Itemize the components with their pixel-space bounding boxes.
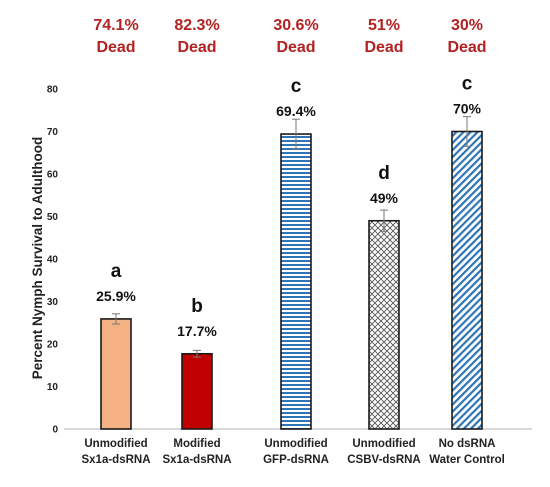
y-tick-label: 60 [47,170,59,181]
y-axis-label: Percent Nymph Survival to Adulthood [30,137,45,380]
significance-letter: b [191,296,203,317]
value-label: 49% [370,190,399,206]
dead-word-label: Dead [96,39,135,56]
dead-percent-label: 82.3% [174,17,219,34]
category-label: Unmodified [264,438,327,450]
category-label: Sx1a-dsRNA [81,454,150,466]
category-label: GFP-dsRNA [263,454,329,466]
y-tick-label: 40 [47,255,59,266]
y-axis-ticks: 0 10 20 30 40 50 60 70 80 [47,85,59,436]
category-label: Modified [173,438,220,450]
value-label: 70% [453,101,482,117]
value-label: 25.9% [96,288,136,304]
bar [100,318,132,430]
value-label: 17.7% [177,323,217,339]
category-label: Unmodified [352,438,415,450]
dead-labels: 74.1% Dead 82.3% Dead 30.6% Dead 51% Dead 30% Dea… [93,17,486,56]
y-tick-label: 50 [47,212,59,223]
dead-word-label: Dead [276,39,315,56]
bar [280,133,312,430]
category-label: Water Control [429,454,505,466]
y-tick-label: 70 [47,127,59,138]
significance-letter: d [378,163,390,184]
y-tick-label: 80 [47,85,59,96]
bar [451,130,483,430]
significance-letter: c [462,74,473,95]
dead-word-label: Dead [447,39,486,56]
dead-percent-label: 74.1% [93,17,138,34]
category-label: Sx1a-dsRNA [162,454,231,466]
dead-percent-label: 51% [368,17,400,34]
bar [181,352,213,430]
dead-word-label: Dead [364,39,403,56]
significance-letter: c [291,76,302,97]
dead-percent-label: 30.6% [273,17,318,34]
dead-percent-label: 30% [451,17,483,34]
y-tick-label: 0 [52,425,58,436]
bar [368,219,400,430]
dead-word-label: Dead [177,39,216,56]
value-label: 69.4% [276,103,316,119]
y-tick-label: 30 [47,297,59,308]
y-tick-label: 10 [47,382,59,393]
category-labels: Unmodified Sx1a-dsRNA Modified Sx1a-dsRNA Un… [81,438,504,466]
significance-letter: a [111,261,122,282]
category-label: No dsRNA [439,438,496,450]
y-tick-label: 20 [47,340,59,351]
category-label: CSBV-dsRNA [347,454,420,466]
category-label: Unmodified [84,438,147,450]
bars: 25.9% a 17.7% b 69.4% c 49% d 70% c [96,74,483,430]
